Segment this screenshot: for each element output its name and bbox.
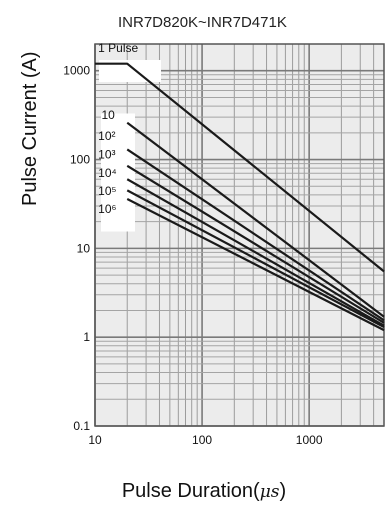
label-box-1-pulse xyxy=(99,60,161,82)
x-axis-label: Pulse Duration(μs) xyxy=(0,480,386,503)
y-tick-label: 1000 xyxy=(63,64,90,78)
series-line-4 xyxy=(126,164,385,324)
x-axis-label-unit: μs xyxy=(259,482,280,502)
x-tick-label: 1000 xyxy=(296,433,323,447)
series-label-7: 10⁶ xyxy=(98,202,116,216)
series-label-4: 10³ xyxy=(98,147,115,161)
chart-title: INR7D820K~INR7D471K xyxy=(118,14,287,31)
y-tick-label: 100 xyxy=(70,153,90,167)
series-line-3 xyxy=(126,148,385,322)
series-line-5 xyxy=(126,178,385,327)
series-label-2: 10 xyxy=(101,108,115,122)
series-label-5: 10⁴ xyxy=(98,166,117,180)
y-axis-label: Pulse Current (A) xyxy=(19,51,41,207)
series-label-3: 10² xyxy=(98,129,115,143)
x-tick-label: 10 xyxy=(88,433,102,447)
plot-frame xyxy=(94,43,385,427)
series-line-6 xyxy=(126,189,385,329)
x-tick-label: 100 xyxy=(192,433,212,447)
y-tick-label: 1 xyxy=(83,330,90,344)
x-axis-label-close: ) xyxy=(279,480,287,502)
series-line-7 xyxy=(126,197,385,332)
x-axis-label-main: Pulse Duration( xyxy=(121,480,260,502)
series-line-1 xyxy=(95,62,385,273)
y-tick-label: 0.1 xyxy=(73,419,90,433)
series-line-2 xyxy=(126,121,385,318)
label-box-repetitions xyxy=(101,113,135,232)
series-label-6: 10⁵ xyxy=(98,184,116,198)
y-tick-label: 10 xyxy=(77,241,91,255)
series-label-1: 1 Pulse xyxy=(98,41,138,55)
